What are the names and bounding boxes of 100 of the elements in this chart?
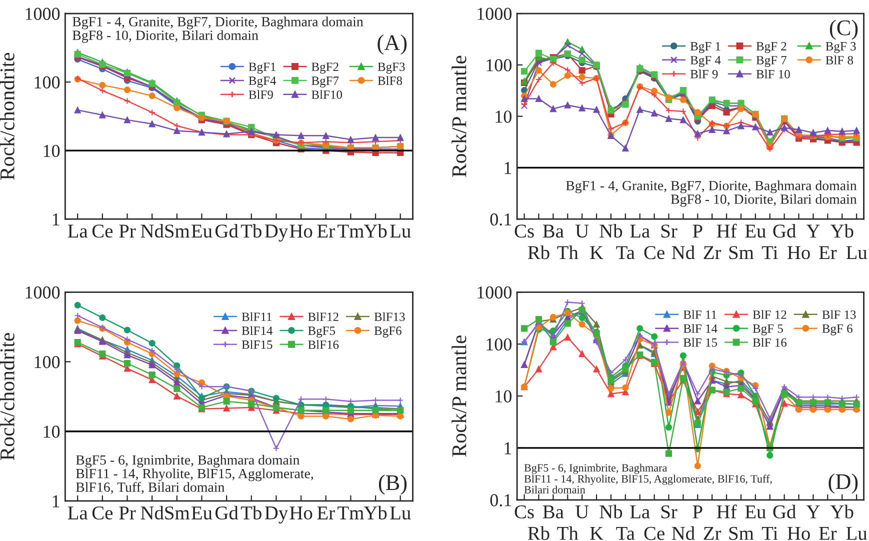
x-tick-label: Rb <box>528 526 550 540</box>
y-tick-label: 0.1 <box>490 494 512 506</box>
x-tick-label: Ce <box>92 506 113 520</box>
x-tick-label: Ti <box>762 246 778 259</box>
y-tick-label: 1 <box>52 495 60 508</box>
x-tick-label: Nb <box>600 224 622 238</box>
x-tick-label: Ba <box>542 506 564 518</box>
x-tick-label: Gd <box>773 504 796 518</box>
y-tick-label: 10 <box>496 110 512 123</box>
legend-label: BlF14 <box>242 326 273 335</box>
legend-label: BgF 5 <box>752 324 783 336</box>
x-tick-label: Nd <box>672 526 695 540</box>
x-tick-label: Tm <box>338 224 364 238</box>
legend-label: BlF 16 <box>752 338 787 347</box>
legend-label: BlF12 <box>308 312 338 321</box>
legend-label: BgF4 <box>248 76 276 88</box>
legend-label: BlF 15 <box>683 338 718 347</box>
y-tick-label: 1 <box>52 213 60 226</box>
y-tick-label: 10 <box>44 426 60 438</box>
x-tick-label: Sm <box>165 506 190 520</box>
legend-label: BgF2 <box>312 62 338 74</box>
x-tick-label: Tm <box>338 506 364 520</box>
y-tick-label: 1000 <box>26 286 60 299</box>
legend-label: BgF1 <box>248 62 276 74</box>
x-tick-label: Yb <box>364 224 387 238</box>
y-tick-label: 100 <box>34 76 60 88</box>
x-tick-label: Ta <box>616 527 635 540</box>
y-tick-label: 100 <box>34 356 60 368</box>
x-tick-label: Lu <box>390 224 411 238</box>
x-tick-label: Ce <box>92 224 113 238</box>
x-tick-label: Er <box>317 224 335 238</box>
legend-label: BgF 3 <box>826 42 856 54</box>
x-tick-label: Lu <box>846 246 868 260</box>
x-tick-label: Ce <box>644 526 664 540</box>
text: (B) <box>378 474 407 495</box>
legend-label: BlF16 <box>308 340 339 349</box>
x-tick-label: Cs <box>514 224 534 238</box>
x-tick-label: Tb <box>240 224 262 238</box>
legend-label: BlF 8 <box>826 56 854 64</box>
y-tick-label: 1 <box>504 442 512 454</box>
x-tick-label: Gd <box>215 224 238 238</box>
legend-label: BlF15 <box>242 340 272 349</box>
y-tick-label: 10 <box>496 390 512 402</box>
x-tick-label: La <box>68 506 88 520</box>
x-tick-label: Ta <box>616 246 635 260</box>
legend-label: BgF6 <box>374 326 402 338</box>
x-tick-label: Yb <box>364 506 387 520</box>
legend-label: BlF 14 <box>683 324 718 333</box>
legend-label: BgF3 <box>378 62 405 74</box>
x-tick-label: Ba <box>542 224 564 238</box>
y-tick-label: 1000 <box>26 8 60 20</box>
legend-label: BgF 4 <box>690 56 721 67</box>
x-tick-label: Hf <box>716 504 737 518</box>
chart-title: (C) <box>830 20 858 40</box>
text: (D) <box>828 474 858 494</box>
legend-label: BgF 6 <box>822 324 852 336</box>
x-tick-label: Th <box>557 245 578 259</box>
x-tick-label: Er <box>317 506 335 520</box>
x-tick-label: Th <box>557 526 578 540</box>
x-tick-label: Rb <box>528 245 550 260</box>
y-tick-label: 1 <box>504 162 512 174</box>
y-axis-title: Rock/chondrite <box>0 333 14 460</box>
legend-label: BlF 12 <box>752 310 786 319</box>
annotation: BgF1 - 4, Granite, BgF7, Diorite, Baghmara domain BgF8 - 10, Diorite, Bilari domain <box>72 16 364 43</box>
x-tick-label: Sm <box>729 246 754 260</box>
annotation: BgF5 - 6, Ignimbrite, Baghmara domain BlF11 - 14, Rhyolite, BlF15, Agglomerate, BlF16, Tuff, Bilari domain <box>76 454 314 494</box>
annotation: BgF1 - 4, Granite, BgF7, Diorite, Baghmara domain BgF8 - 10, Diorite, Bilari domain <box>566 180 857 207</box>
legend-label: BlF 11 <box>683 310 716 319</box>
y-axis-title: Rock/P mantle <box>452 56 466 177</box>
x-tick-label: Gd <box>773 224 796 238</box>
y-tick-label: 1000 <box>478 8 512 20</box>
x-tick-label: Eu <box>191 224 212 238</box>
x-tick-label: Nb <box>600 504 622 518</box>
y-tick-label: 10 <box>44 144 60 158</box>
legend-label: BlF8 <box>378 76 402 85</box>
x-tick-label: Cs <box>514 505 534 518</box>
x-tick-label: Ho <box>787 527 810 540</box>
x-tick-label: Sm <box>729 526 754 540</box>
text: (A) <box>378 34 407 55</box>
x-tick-label: La <box>630 506 650 518</box>
x-tick-label: Er <box>819 246 837 259</box>
x-tick-label: U <box>575 224 589 238</box>
x-tick-label: Y <box>806 224 820 238</box>
legend-label: BlF13 <box>374 312 405 322</box>
x-tick-label: P <box>692 224 702 238</box>
x-tick-label: Sr <box>661 224 678 238</box>
x-tick-label: Eu <box>745 506 766 518</box>
x-tick-label: Dy <box>264 224 288 242</box>
legend-label: BlF11 <box>242 312 272 321</box>
x-tick-label: Nd <box>140 506 164 520</box>
x-tick-label: Nd <box>140 224 164 238</box>
y-tick-label: 100 <box>486 59 512 72</box>
y-tick-label: 0.1 <box>490 213 512 226</box>
x-tick-label: K <box>590 246 604 259</box>
x-tick-label: Pr <box>119 506 136 520</box>
x-tick-label: Ce <box>644 246 664 260</box>
legend-label: BlF9 <box>248 90 273 99</box>
y-axis-title: Rock/chondrite <box>0 52 14 180</box>
x-tick-label: U <box>575 506 589 518</box>
x-tick-label: Zr <box>704 246 722 259</box>
